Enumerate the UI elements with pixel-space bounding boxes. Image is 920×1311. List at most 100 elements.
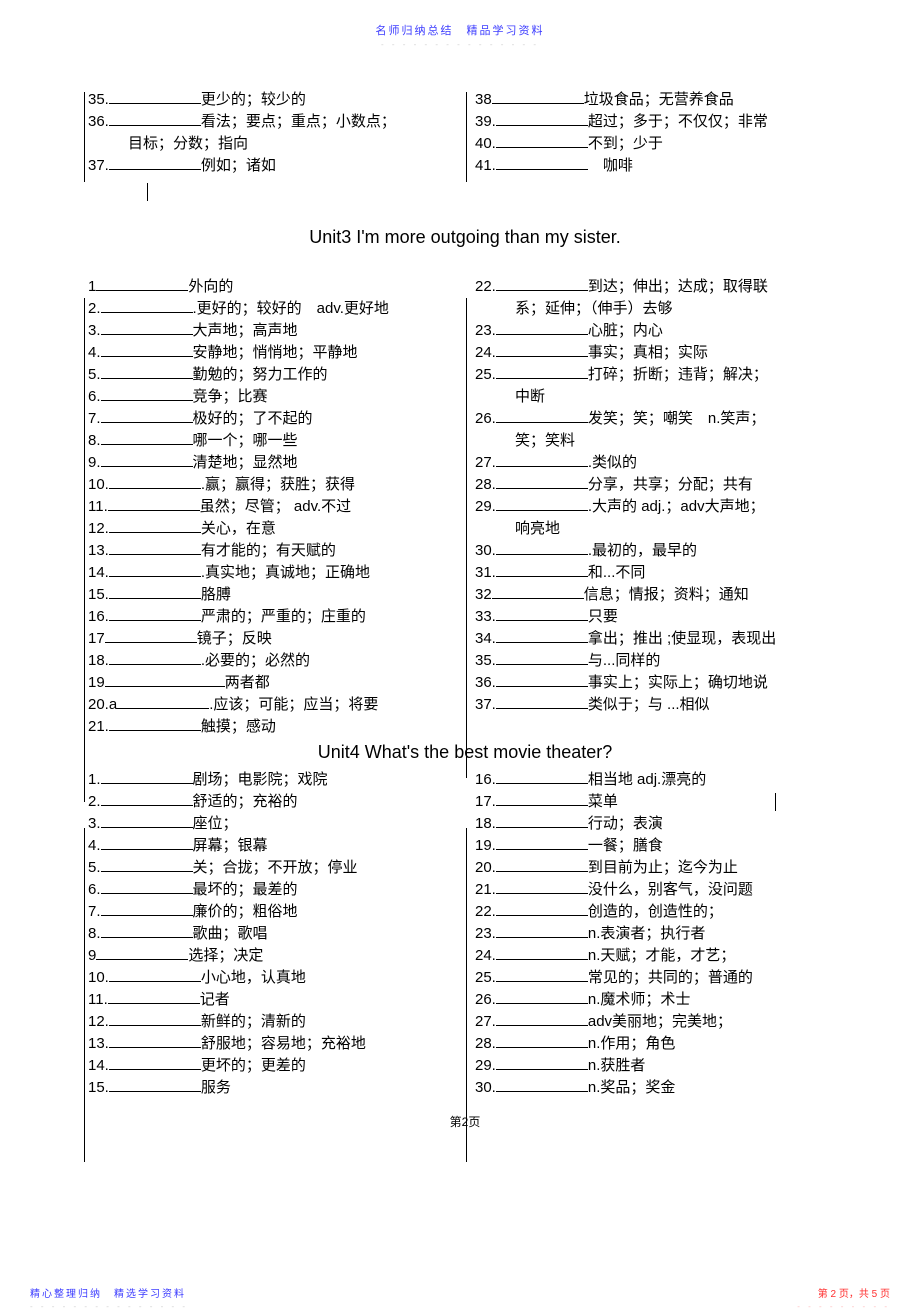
blank-line (496, 1012, 588, 1026)
item-number: 39. (475, 113, 496, 130)
item-definition: 廉价的；粗俗地 (193, 903, 298, 920)
blank-line (101, 880, 193, 894)
blank-line (109, 541, 201, 555)
blank-line (496, 880, 588, 894)
item-number: 30. (475, 542, 496, 559)
blank-line (496, 541, 588, 555)
vocab-item: 26.发笑；笑；嘲笑 n.笑声； (475, 408, 842, 430)
vocab-item: 24.n.天赋；才能，才艺； (475, 945, 842, 967)
blank-line (101, 431, 193, 445)
item-definition: 外向的 (188, 278, 233, 295)
item-definition: .应该；可能；应当；将要 (209, 696, 378, 713)
item-definition: 没什么，别客气，没问题 (588, 881, 753, 898)
blank-line (109, 519, 201, 533)
blank-line (108, 497, 200, 511)
blank-line (109, 607, 201, 621)
footer-right-dots: - - - - - - - - - (797, 1302, 890, 1311)
vocab-item: 32信息；情报；资料；通知 (475, 584, 842, 606)
item-definition: .必要的；必然的 (201, 652, 310, 669)
vocab-item: 5.勤勉的；努力工作的 (88, 364, 455, 386)
vocab-item: 23.n.表演者；执行者 (475, 923, 842, 945)
blank-line (109, 968, 201, 982)
blank-line (109, 717, 201, 731)
vocab-item: 8. 哪一个；哪一些 (88, 430, 455, 452)
item-definition: 哪一个；哪一些 (193, 432, 298, 449)
item-definition: 虽然；尽管； adv.不过 (200, 498, 351, 515)
top-right-col: 38垃圾食品；无营养食品39.超过；多于；不仅仅；非常40.不到；少于41. 咖… (465, 89, 842, 177)
item-number: 27. (475, 1013, 496, 1030)
vocab-item: 25.常见的；共同的；普通的 (475, 967, 842, 989)
item-number: 10. (88, 969, 109, 986)
blank-line (101, 409, 193, 423)
item-number: 21. (475, 881, 496, 898)
vocab-item: 40.不到；少于 (475, 133, 842, 155)
item-number: 12. (88, 1013, 109, 1030)
item-number: 17. (475, 793, 496, 810)
blank-line (496, 946, 588, 960)
vocab-item: 27..类似的 (475, 452, 842, 474)
blank-line (109, 90, 201, 104)
item-number: 35. (88, 91, 109, 108)
unit3-section: 1外向的2..更好的；较好的 adv.更好地3.大声地；高声地4.安静地；悄悄地… (88, 276, 842, 738)
unit3-title: Unit3 I'm more outgoing than my sister. (88, 227, 842, 248)
vocab-item: 25.打碎；折断；违背；解决； (475, 364, 842, 386)
vocab-item: 16.严肃的；严重的；庄重的 (88, 606, 455, 628)
vline (84, 298, 85, 802)
item-definition: 拿出；推出 ;使显现，表现出 (588, 630, 776, 647)
item-number: 19 (88, 674, 105, 691)
vocab-item: 30..最初的，最早的 (475, 540, 842, 562)
item-number: 23. (475, 322, 496, 339)
item-number: 35. (475, 652, 496, 669)
vocab-item: 7.极好的；了不起的 (88, 408, 455, 430)
item-number: 8. (88, 432, 101, 449)
vocab-item: 11. 虽然；尽管； adv.不过 (88, 496, 455, 518)
item-number: 14. (88, 1057, 109, 1074)
blank-line (496, 673, 588, 687)
blank-line (105, 673, 225, 687)
vocab-item: 9选择；决定 (88, 945, 455, 967)
blank-line (496, 409, 588, 423)
vocab-item: 28.n.作用；角色 (475, 1033, 842, 1055)
blank-line (101, 792, 193, 806)
vocab-item: 20.a.应该；可能；应当；将要 (88, 694, 455, 716)
item-number: 11. (88, 498, 108, 515)
blank-line (492, 90, 584, 104)
vocab-item: 28.分享，共享；分配；共有 (475, 474, 842, 496)
page-header: 名师归纳总结 精品学习资料 - - - - - - - - - - - - - … (0, 0, 920, 49)
blank-line (101, 902, 193, 916)
item-number: 10. (88, 476, 109, 493)
item-definition: 发笑；笑；嘲笑 n.笑声； (588, 410, 766, 427)
vocab-item: 15.服务 (88, 1077, 455, 1099)
item-definition: 垃圾食品；无营养食品 (584, 91, 734, 108)
blank-line (496, 1056, 588, 1070)
item-definition: n.表演者；执行者 (588, 925, 706, 942)
vocab-item: 18..必要的；必然的 (88, 650, 455, 672)
vocab-item: 17镜子；反映 (88, 628, 455, 650)
item-number: 18. (475, 815, 496, 832)
item-definition: 一餐；膳食 (588, 837, 663, 854)
item-number: 21. (88, 718, 109, 735)
item-definition: 有才能的；有天赋的 (201, 542, 336, 559)
item-number: 1 (88, 278, 96, 295)
vocab-item: 14..真实地；真诚地；正确地 (88, 562, 455, 584)
item-definition: n.天赋；才能，才艺； (588, 947, 736, 964)
unit4-title: Unit4 What's the best movie theater? (88, 742, 842, 763)
item-number: 36. (88, 113, 109, 130)
item-definition: 竞争；比赛 (193, 388, 268, 405)
blank-line (496, 156, 588, 170)
vocab-item: 17.菜单 (475, 791, 842, 813)
vocab-item: 8.歌曲；歌唱 (88, 923, 455, 945)
vocab-item: 11.记者 (88, 989, 455, 1011)
item-definition: 剧场；电影院；戏院 (193, 771, 328, 788)
item-number: 14. (88, 564, 109, 581)
item-number: 6. (88, 881, 101, 898)
blank-line (101, 836, 193, 850)
item-definition: 极好的；了不起的 (193, 410, 313, 427)
vline (84, 92, 85, 182)
item-number: 19. (475, 837, 496, 854)
vocab-item: 12.新鲜的；清新的 (88, 1011, 455, 1033)
item-definition: 心脏；内心 (588, 322, 663, 339)
unit3-left-col: 1外向的2..更好的；较好的 adv.更好地3.大声地；高声地4.安静地；悄悄地… (88, 276, 465, 738)
blank-line (496, 134, 588, 148)
vocab-item: 34.拿出；推出 ;使显现，表现出 (475, 628, 842, 650)
